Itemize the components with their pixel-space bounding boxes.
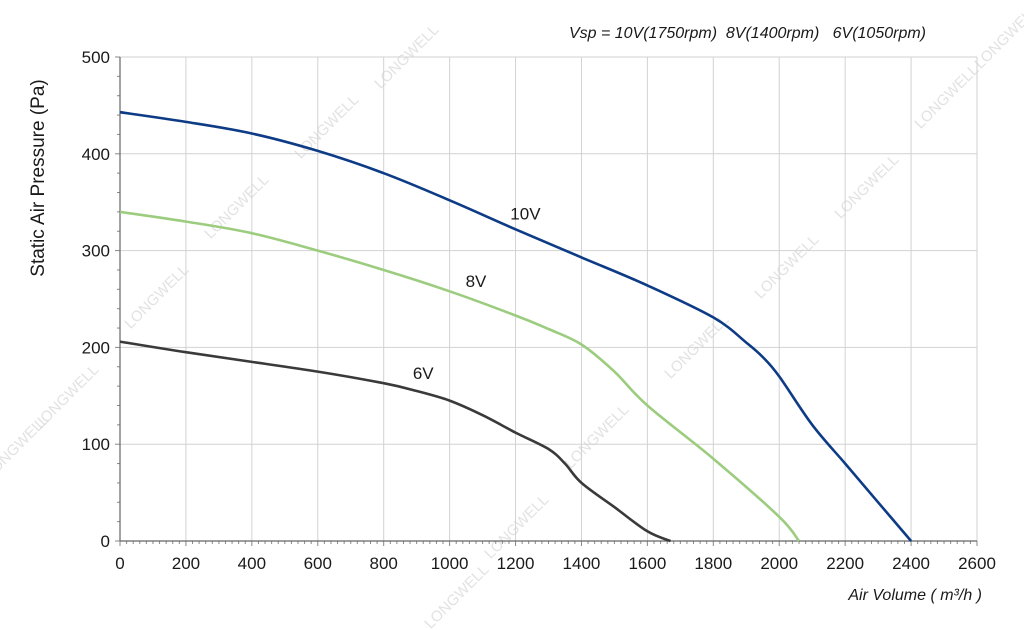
x-tick-label: 800 bbox=[370, 554, 398, 573]
y-tick-label: 400 bbox=[82, 145, 110, 164]
watermark-text: LONGWELL bbox=[201, 171, 272, 242]
watermark-text: LONGWELL bbox=[291, 91, 362, 162]
x-axis-minor-ticks bbox=[115, 56, 978, 546]
x-tick-label: 200 bbox=[172, 554, 200, 573]
x-tick-label: 1000 bbox=[431, 554, 469, 573]
x-tick-label: 2600 bbox=[958, 554, 996, 573]
y-tick-label: 500 bbox=[82, 48, 110, 67]
series-label-6V: 6V bbox=[413, 364, 434, 383]
watermark-text: LONGWELL bbox=[911, 61, 982, 132]
watermark-text: LONGWELL bbox=[561, 401, 632, 472]
x-tick-label: 400 bbox=[238, 554, 266, 573]
x-tick-label: 1600 bbox=[628, 554, 666, 573]
x-tick-label: 1400 bbox=[563, 554, 601, 573]
x-tick-label: 2200 bbox=[826, 554, 864, 573]
watermark-text: LONGWELL bbox=[481, 491, 552, 562]
x-tick-label: 2400 bbox=[892, 554, 930, 573]
watermark-text: LONGWELL bbox=[971, 1, 1024, 72]
y-axis-tick-labels: 0 100 200 300 400 500 bbox=[82, 48, 110, 551]
y-tick-label: 100 bbox=[82, 435, 110, 454]
watermark-text: LONGWELL bbox=[751, 231, 822, 302]
vertical-gridlines bbox=[185, 57, 978, 541]
series-line-6V bbox=[119, 340, 671, 543]
x-tick-label: 1200 bbox=[497, 554, 535, 573]
chart-subtitle: Vsp = 10V(1750rpm) 8V(1400rpm) 6V(1050rp… bbox=[569, 25, 926, 42]
series-lines bbox=[119, 110, 913, 543]
horizontal-gridlines bbox=[120, 56, 977, 445]
x-axis-title: Air Volume ( m³/h ) bbox=[847, 587, 982, 604]
x-tick-label: 2000 bbox=[760, 554, 798, 573]
y-axis-title: Static Air Pressure (Pa) bbox=[28, 79, 49, 276]
watermark-text: LONGWELL bbox=[0, 411, 52, 482]
x-tick-label: 600 bbox=[304, 554, 332, 573]
series-labels: 10V 8V 6V bbox=[413, 205, 541, 383]
series-label-8V: 8V bbox=[466, 272, 487, 291]
watermark-text: LONGWELL bbox=[121, 261, 192, 332]
y-tick-label: 300 bbox=[82, 242, 110, 261]
y-tick-label: 200 bbox=[82, 338, 110, 357]
x-tick-label: 0 bbox=[115, 554, 124, 573]
watermark-text: LONGWELL bbox=[831, 151, 902, 222]
y-tick-label: 0 bbox=[101, 532, 110, 551]
series-label-10V: 10V bbox=[510, 205, 541, 224]
series-line-10V bbox=[119, 110, 913, 542]
series-line-8V bbox=[119, 210, 801, 542]
x-axis-tick-labels: 0 200 400 600 800 1000 1200 1400 1600 1800 2000 220… bbox=[115, 554, 996, 573]
x-tick-label: 1800 bbox=[694, 554, 732, 573]
